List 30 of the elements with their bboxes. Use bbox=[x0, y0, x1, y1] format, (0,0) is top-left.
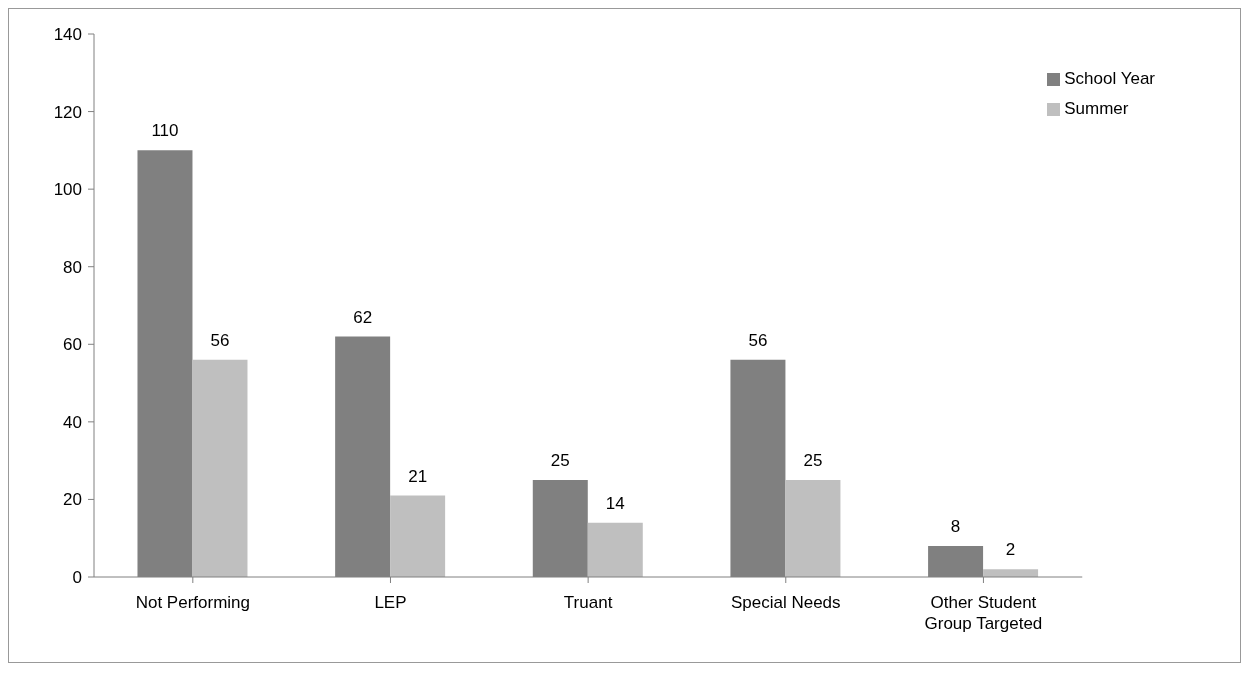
legend-label: Summer bbox=[1064, 99, 1129, 118]
legend-label: School Year bbox=[1064, 69, 1155, 88]
bar bbox=[192, 359, 248, 577]
data-label: 2 bbox=[1005, 540, 1016, 560]
y-tick-label: 60 bbox=[63, 335, 82, 355]
x-tick-label: Other Student Group Targeted bbox=[924, 593, 1043, 633]
data-label: 25 bbox=[550, 451, 570, 471]
data-label: 21 bbox=[408, 466, 428, 486]
x-tick-label: Truant bbox=[563, 593, 613, 613]
data-label: 8 bbox=[950, 516, 961, 536]
x-tick-label: LEP bbox=[374, 593, 407, 613]
data-label: 25 bbox=[803, 451, 823, 471]
x-tick-label: Special Needs bbox=[730, 593, 841, 613]
bar bbox=[785, 480, 841, 577]
data-label: 110 bbox=[151, 121, 179, 141]
y-tick-label: 100 bbox=[53, 180, 82, 200]
bar bbox=[983, 569, 1039, 577]
data-label: 56 bbox=[210, 330, 230, 350]
y-tick-label: 80 bbox=[63, 257, 82, 277]
bar bbox=[587, 522, 643, 577]
y-tick-label: 40 bbox=[63, 412, 82, 432]
y-tick-label: 140 bbox=[53, 25, 82, 45]
y-tick-label: 20 bbox=[63, 490, 82, 510]
x-tick-label: Not Performing bbox=[135, 593, 250, 613]
data-label: 56 bbox=[748, 330, 768, 350]
data-label: 14 bbox=[605, 493, 625, 513]
y-tick-label: 0 bbox=[72, 568, 82, 588]
y-tick-label: 120 bbox=[53, 102, 82, 122]
data-label: 62 bbox=[353, 307, 373, 327]
bar bbox=[390, 495, 446, 577]
